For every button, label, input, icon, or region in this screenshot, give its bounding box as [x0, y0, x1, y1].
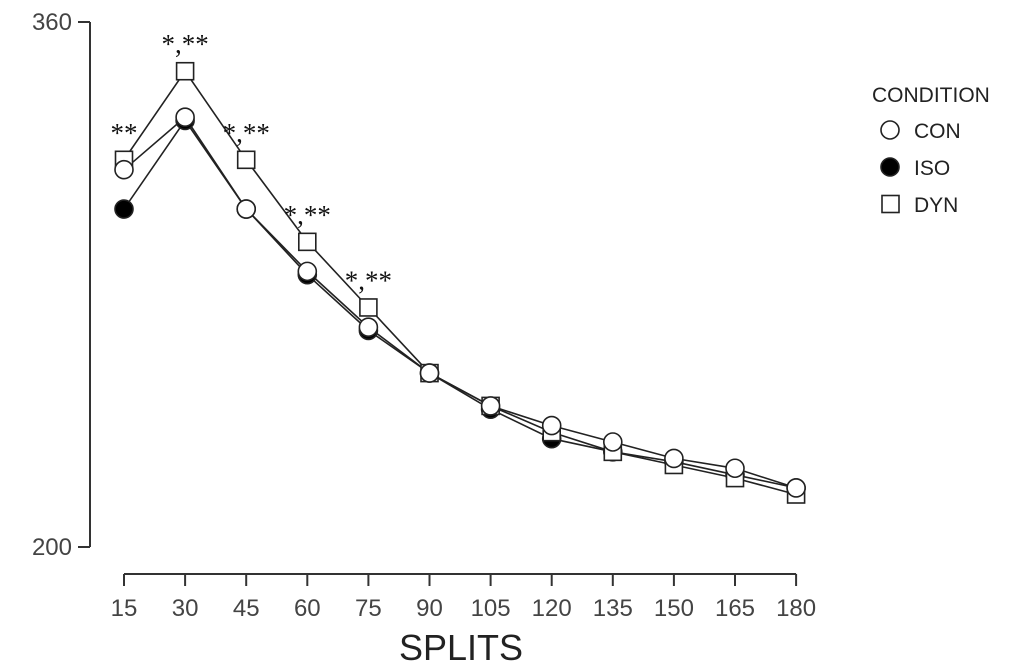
significance-annotation: ** — [111, 118, 138, 148]
legend-label-dyn: DYN — [914, 194, 958, 217]
data-point-con — [541, 415, 562, 436]
significance-annotation: *,** — [284, 200, 331, 230]
significance-annotation: *,** — [223, 118, 270, 148]
data-point-dyn — [175, 61, 195, 81]
x-tick-label: 30 — [172, 595, 199, 622]
data-point-iso — [114, 199, 134, 219]
data-point-con — [297, 261, 318, 282]
data-point-con — [114, 159, 134, 180]
x-tick-label: 45 — [233, 595, 260, 622]
x-axis-title: SPLITS — [399, 627, 523, 666]
data-point-con — [236, 199, 256, 219]
x-tick-label: 180 — [776, 595, 816, 622]
data-point-dyn — [359, 298, 378, 317]
legend: CONDITION CON ISO DYN — [872, 84, 990, 217]
significance-annotation: *,** — [345, 265, 392, 295]
axes: 200 360 15 30 45 60 75 90 105 120 135 150 165 180 — [32, 9, 816, 622]
x-tick-label: 105 — [471, 595, 511, 622]
data-point-dyn — [236, 150, 256, 170]
x-tick-label: 60 — [294, 595, 321, 622]
data-point-con — [175, 107, 195, 127]
y-tick-label: 360 — [32, 9, 72, 36]
x-tick-label: 120 — [532, 595, 572, 622]
series-group — [114, 61, 806, 504]
legend-marker-iso — [880, 157, 900, 177]
x-tick-label: 135 — [593, 595, 633, 622]
x-tick-label: 75 — [355, 595, 382, 622]
data-point-con — [786, 478, 806, 498]
x-tick-label: 15 — [111, 595, 138, 622]
legend-label-iso: ISO — [914, 157, 950, 180]
y-tick-label: 200 — [32, 534, 72, 561]
data-point-con — [419, 363, 440, 383]
legend-title: CONDITION — [872, 84, 990, 107]
significance-annotation: *,** — [161, 29, 208, 59]
legend-marker-con — [880, 120, 900, 140]
data-point-con — [480, 396, 501, 416]
legend-marker-dyn — [881, 194, 900, 214]
x-tick-label: 90 — [416, 595, 443, 622]
series-line-con — [123, 116, 797, 489]
data-point-con — [664, 448, 684, 469]
data-point-con — [358, 317, 379, 337]
legend-label-con: CON — [914, 120, 961, 143]
annotation-group: ** *,** *,** *,** *,** — [111, 29, 393, 295]
data-point-dyn — [297, 232, 317, 252]
data-point-con — [602, 432, 623, 452]
data-point-con — [725, 458, 745, 479]
x-tick-label: 150 — [654, 595, 694, 622]
x-tick-label: 165 — [715, 595, 755, 622]
